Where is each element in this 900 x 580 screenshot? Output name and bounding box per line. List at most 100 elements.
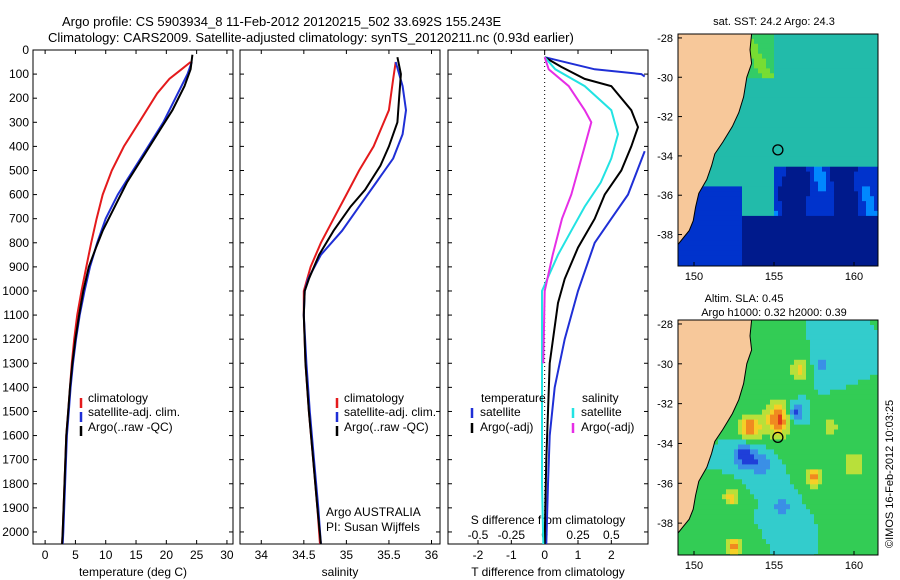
sst-cell [818, 112, 823, 119]
sla-cell [774, 325, 779, 331]
sst-cell [762, 196, 767, 202]
sst-cell [678, 240, 683, 246]
sst-cell [818, 132, 823, 138]
sla-cell [798, 459, 803, 465]
sla-cell [838, 374, 843, 381]
legend-temperature-satellite-label: satellite [480, 405, 521, 419]
sla-cell [678, 529, 683, 535]
sst-cell [846, 260, 851, 266]
sst-cell [806, 63, 811, 69]
sst-cell [806, 255, 811, 261]
sla-cell [834, 325, 839, 331]
sst-cell [822, 132, 827, 138]
sla-cell [782, 529, 787, 535]
sla-cell [782, 499, 787, 505]
sst-cell [770, 201, 775, 207]
sla-cell [830, 364, 835, 371]
sla-cell [802, 494, 807, 500]
sst-cell [814, 210, 819, 217]
sla-cell [822, 459, 827, 465]
sla-cell [862, 474, 867, 480]
sla-cell [818, 369, 823, 376]
sst-cell [822, 152, 827, 158]
sla-cell [810, 325, 815, 331]
sst-cell [858, 240, 863, 246]
sla-cell [714, 529, 719, 535]
sst-cell [778, 230, 783, 237]
sst-cell [874, 127, 878, 133]
sst-cell [818, 102, 823, 109]
depth-tick-label: 1500 [2, 404, 29, 418]
sla-cell [726, 424, 731, 431]
sla-cell [818, 349, 823, 356]
sst-cell [834, 201, 839, 207]
sst-cell [838, 191, 843, 197]
sla-cell [794, 354, 799, 361]
sst-cell [730, 156, 735, 163]
sla-cell [782, 479, 787, 485]
sla-cell [846, 469, 851, 475]
salinity-legend: climatology satellite-adj. clim. Argo(..… [335, 391, 436, 436]
sst-cell [790, 63, 795, 69]
sst-cell [866, 102, 871, 109]
sst-cell [866, 176, 871, 182]
sla-cell [774, 474, 779, 480]
sst-cell [818, 88, 823, 94]
sla-cell [766, 320, 771, 326]
legend-satellite-adj-label: satellite-adj. clim. [88, 405, 180, 419]
sst-cell [710, 250, 715, 256]
sla-cell [802, 409, 807, 416]
sst-cell [754, 260, 759, 266]
sla-cell [854, 544, 859, 550]
sst-cell [826, 191, 831, 197]
sla-cell [766, 349, 771, 356]
sst-cell [814, 181, 819, 187]
sst-cell [706, 206, 711, 212]
sst-cell [842, 161, 847, 168]
sla-cell [822, 419, 827, 426]
sla-cell [742, 524, 747, 530]
sst-cell [738, 230, 743, 237]
sst-cell [850, 210, 855, 217]
sla-cell [718, 489, 723, 495]
sla-cell [774, 414, 779, 421]
sla-cell [818, 464, 823, 470]
sst-cell [718, 206, 723, 212]
sla-cell [854, 330, 859, 336]
sla-cell [866, 344, 871, 351]
sst-cell [778, 78, 783, 84]
sla-cell [770, 339, 775, 346]
temperature-x-tick-label: 10 [99, 548, 113, 562]
sst-cell [854, 152, 859, 158]
sla-cell [866, 359, 871, 366]
sst-cell [866, 147, 871, 153]
sla-cell [766, 494, 771, 500]
sla-cell [794, 404, 799, 411]
sst-cell [810, 73, 815, 79]
sst-cell [726, 210, 731, 217]
sla-cell [714, 464, 719, 470]
sst-cell [814, 152, 819, 158]
sst-cell [722, 166, 727, 173]
sla-cell [742, 494, 747, 500]
sst-cell [798, 250, 803, 256]
sla-cell [806, 384, 811, 391]
sla-cell [766, 330, 771, 336]
sla-cell [830, 469, 835, 475]
sla-cell [754, 439, 759, 446]
sla-cell [754, 524, 759, 530]
sla-cell [866, 444, 871, 451]
sst-cell [766, 201, 771, 207]
sla-cell [710, 499, 715, 505]
sst-cell [718, 240, 723, 246]
sla-cell [722, 539, 727, 545]
sst-cell [774, 176, 779, 182]
sst-cell [746, 152, 751, 158]
sla-cell [778, 369, 783, 376]
sst-cell [746, 255, 751, 261]
sst-cell [770, 88, 775, 94]
sla-cell [758, 464, 763, 470]
sst-cell [786, 230, 791, 237]
sst-cell [834, 34, 839, 40]
sst-cell [794, 225, 799, 232]
